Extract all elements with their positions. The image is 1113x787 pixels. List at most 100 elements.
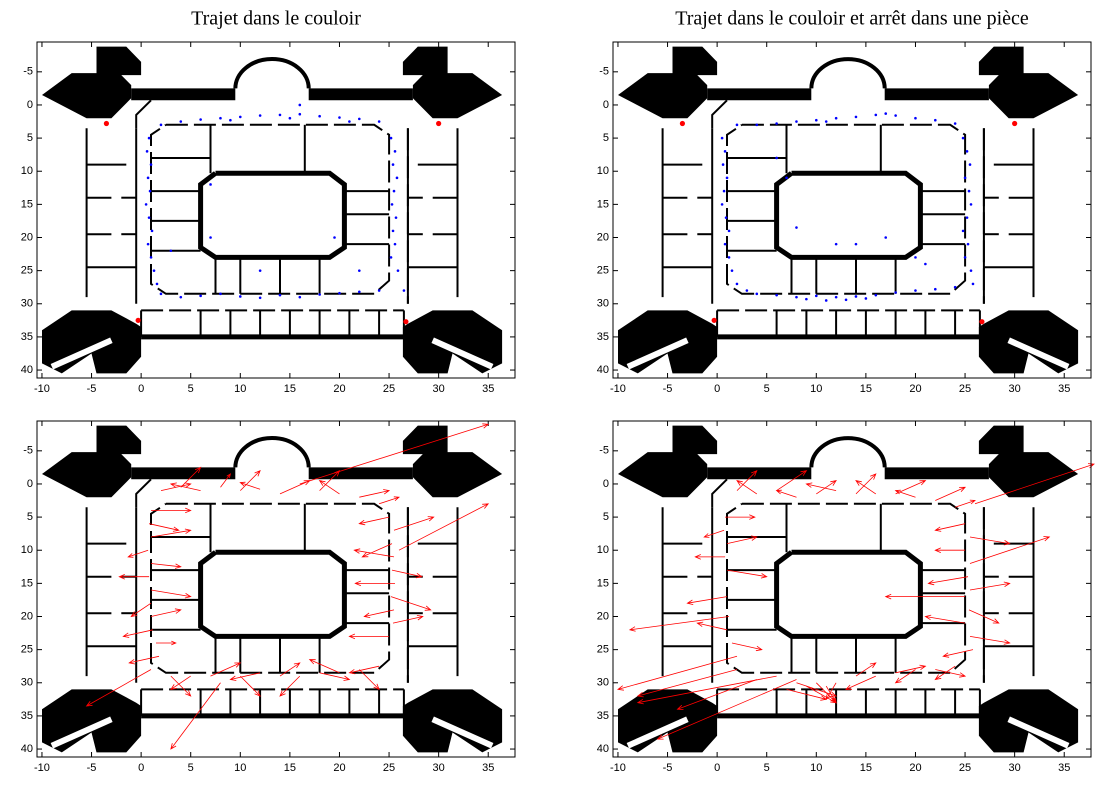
- y-tick-label: 5: [603, 132, 609, 144]
- anchor-point: [711, 317, 717, 323]
- x-tick-label: 10: [234, 383, 246, 395]
- x-tick-label: 0: [138, 762, 144, 774]
- arrow: [969, 536, 1051, 564]
- data-point: [338, 116, 341, 119]
- data-point: [814, 294, 818, 298]
- y-tick-label: 30: [597, 677, 609, 689]
- wall-block: [131, 467, 236, 480]
- arrow: [703, 529, 725, 538]
- arrow: [934, 523, 966, 532]
- data-point: [258, 296, 262, 300]
- data-point: [199, 118, 202, 121]
- y-tick-label: 25: [597, 644, 609, 656]
- data-point: [795, 226, 798, 229]
- x-tick-label: -10: [610, 762, 626, 774]
- panel: -10 -5 0 5 10 15 20 25 30 35 -5 0 5 10 15 20 25 30 35 40: [21, 420, 516, 774]
- arrow: [934, 547, 966, 553]
- x-tick-label: 5: [764, 762, 770, 774]
- floor-plan: [618, 425, 1079, 753]
- thick-wall: [198, 549, 347, 639]
- y-tick-label: 40: [21, 743, 33, 755]
- y-tick-label: 15: [21, 577, 33, 589]
- x-tick-label: 15: [860, 383, 872, 395]
- x-tick-label: 0: [138, 383, 144, 395]
- y-tick-label: 15: [21, 198, 33, 210]
- wall-with-doors: [726, 123, 967, 295]
- arrow: [954, 499, 976, 508]
- data-point: [914, 256, 917, 259]
- wall-block: [131, 88, 236, 101]
- data-point: [229, 118, 232, 122]
- wall-block: [308, 467, 413, 480]
- wall-block: [618, 425, 718, 498]
- y-tick-label: 20: [21, 231, 33, 243]
- y-tick-label: -5: [599, 445, 609, 457]
- data-point: [298, 112, 302, 116]
- data-point: [391, 229, 395, 233]
- marks: [679, 112, 1018, 325]
- marks: [103, 103, 442, 325]
- wall-block: [618, 46, 718, 119]
- arrow: [825, 685, 837, 704]
- data-point: [209, 236, 212, 239]
- arrow: [935, 486, 967, 501]
- x-tick-label: -10: [610, 383, 626, 395]
- arrow: [736, 480, 758, 495]
- data-point: [278, 293, 282, 297]
- x-tick-label: 35: [1058, 383, 1070, 395]
- anchor-point: [679, 120, 686, 127]
- y-tick-label: 0: [603, 478, 609, 490]
- arrow: [391, 569, 423, 579]
- arrow: [969, 536, 1011, 546]
- arrow: [927, 576, 969, 586]
- arrow: [656, 679, 797, 740]
- data-point: [179, 295, 183, 299]
- y-tick-label: 5: [27, 132, 33, 144]
- y-tick-label: 35: [21, 710, 33, 722]
- y-tick-label: 15: [597, 198, 609, 210]
- data-point: [735, 123, 739, 127]
- data-point: [924, 262, 927, 266]
- data-point: [338, 291, 341, 295]
- data-point: [722, 189, 726, 193]
- y-tick-label: 35: [597, 331, 609, 343]
- wall-block: [42, 425, 142, 498]
- data-point: [333, 236, 336, 239]
- data-point: [720, 203, 724, 206]
- dome: [809, 436, 887, 468]
- arrow: [150, 528, 192, 538]
- x-tick-label: 30: [433, 383, 445, 395]
- x-tick-label: 30: [433, 762, 445, 774]
- arrow: [725, 514, 756, 520]
- arrow: [816, 480, 837, 495]
- x-tick-label: 20: [909, 762, 921, 774]
- axes-frame: [612, 41, 1092, 379]
- arrow: [378, 496, 400, 505]
- data-point: [953, 122, 957, 125]
- wall-block: [884, 88, 989, 101]
- data-point: [785, 176, 788, 180]
- corridor-gap: [50, 716, 113, 749]
- anchor-point: [979, 319, 985, 325]
- data-point: [358, 290, 361, 294]
- data-point: [824, 120, 828, 123]
- data-point: [874, 113, 878, 117]
- data-point: [914, 289, 917, 292]
- data-point: [814, 118, 818, 122]
- arrow: [736, 469, 758, 491]
- data-point: [179, 120, 183, 123]
- y-tick-label: 10: [597, 165, 609, 177]
- data-point: [894, 114, 897, 117]
- arrow: [240, 469, 261, 491]
- data-point: [723, 150, 727, 153]
- data-point: [159, 292, 163, 296]
- arrow: [359, 489, 391, 498]
- arrow: [319, 469, 341, 491]
- anchor-point: [103, 120, 110, 127]
- dome: [233, 436, 311, 468]
- floor-plan: [42, 46, 503, 374]
- data-point: [854, 115, 858, 119]
- marks: [617, 463, 1095, 740]
- arrow: [628, 616, 730, 632]
